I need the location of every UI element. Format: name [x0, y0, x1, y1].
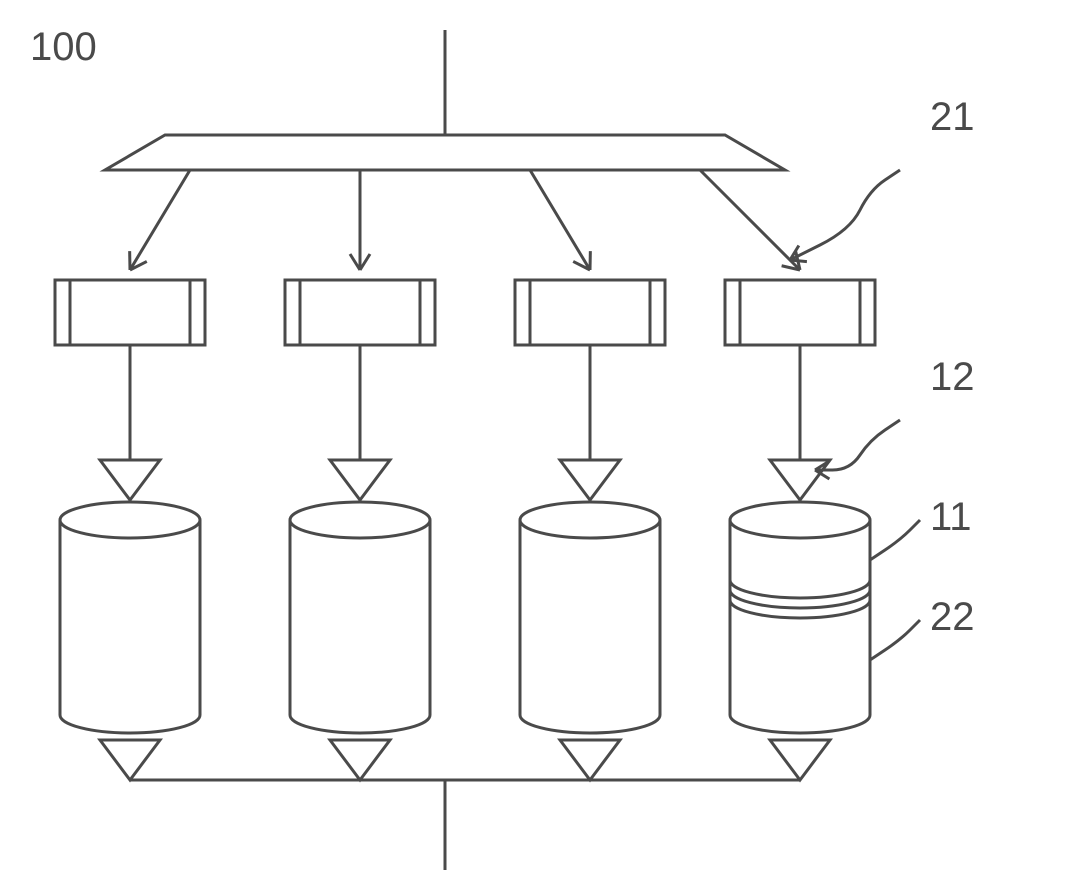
- figure-number-label: 100: [30, 25, 97, 69]
- reference-numeral: 22: [930, 595, 975, 639]
- reference-numeral: 21: [930, 95, 975, 139]
- reference-numeral: 12: [930, 355, 975, 399]
- reference-numeral: 11: [930, 495, 972, 539]
